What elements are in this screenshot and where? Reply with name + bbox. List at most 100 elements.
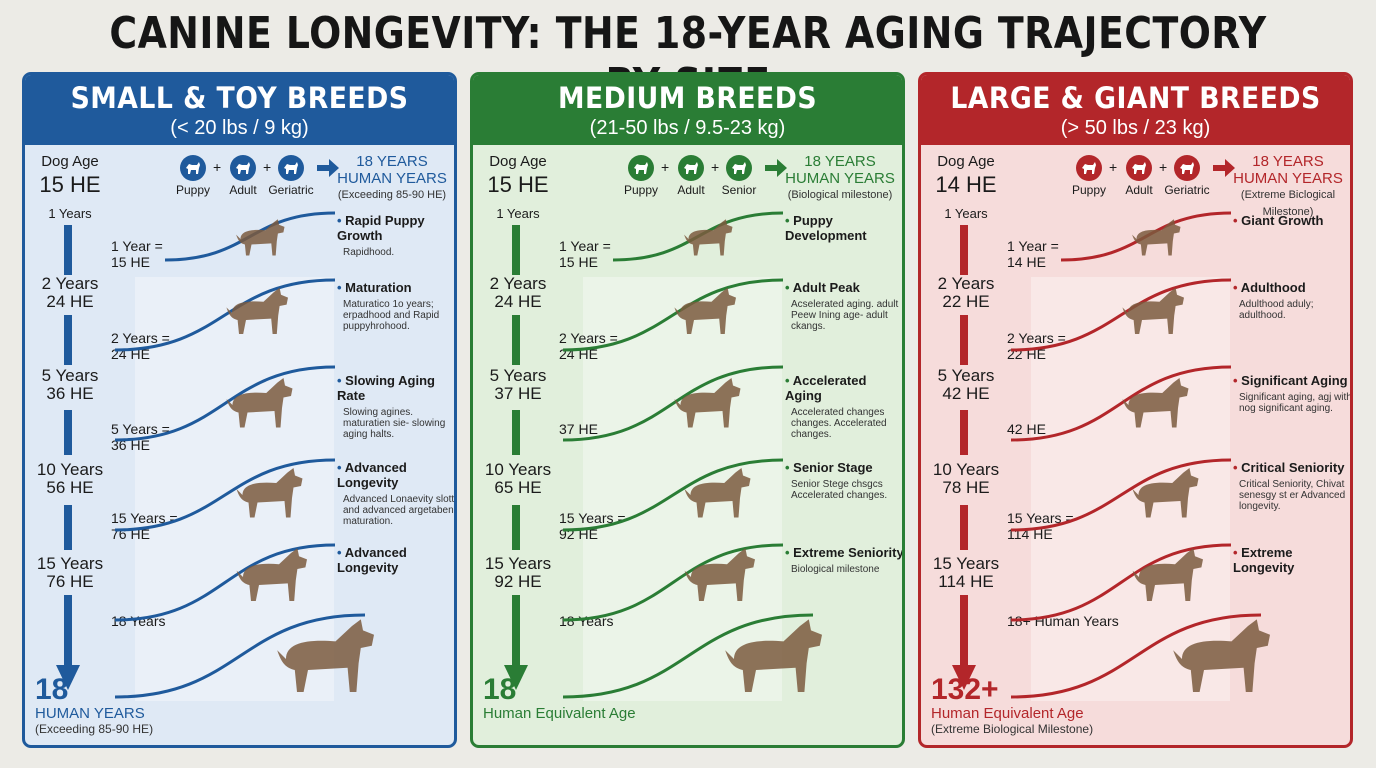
stage-description: • Rapid Puppy Growth Rapidhood. (337, 213, 454, 258)
curve-point-he: 15 HE (111, 254, 150, 270)
stage-detail: Critical Seniority, Chivat senesgy st er… (1239, 479, 1346, 512)
aging-curve-line (1010, 278, 1232, 352)
stage-detail: Slowing agines. maturatien sie- slowing … (343, 407, 446, 440)
panel-header: MEDIUM BREEDS (21-50 lbs / 9.5-23 kg) (473, 75, 902, 145)
panel-medium-breeds: MEDIUM BREEDS (21-50 lbs / 9.5-23 kg) Dog… (470, 72, 905, 748)
stage-title: • Giant Growth (1233, 213, 1324, 228)
aging-curves (1010, 211, 1270, 699)
stage-detail: Rapidhood. (343, 247, 395, 258)
life-stage-icons: Puppy + Adult + Geriatric (175, 155, 445, 205)
stage-title: • Advanced Longevity (337, 545, 407, 575)
life-stage-label: Puppy (175, 183, 211, 197)
timeline-age-marker: 2 Years 22 HE (921, 275, 1011, 311)
human-years-subtitle: HUMAN YEARS (1233, 170, 1343, 187)
life-stage-label: Geriatric (1164, 183, 1210, 197)
plus-icon: + (213, 159, 222, 175)
timeline-age-marker: 2 Years 24 HE (25, 275, 115, 311)
panel-large-breeds: LARGE & GIANT BREEDS (> 50 lbs / 23 kg) D… (918, 72, 1353, 748)
stage-title: • Extreme Seniority (785, 545, 904, 560)
dog-age-value: 15 HE (39, 172, 101, 197)
dog-age-header: Dog Age 15 HE (25, 153, 115, 198)
stage-detail: Maturatico 1o years; erpadhood and Rapid… (343, 299, 440, 332)
final-human-age: 132+ Human Equivalent Age (Extreme Biolo… (931, 673, 1093, 737)
dog-illustration (226, 287, 288, 334)
stage-title: • Accelerated Aging (785, 373, 867, 403)
human-years-title: 18 YEARS (356, 153, 428, 170)
timeline-age-marker: 2 Years 24 HE (473, 275, 563, 311)
final-human-age: 18 HUMAN YEARS (Exceeding 85-90 HE) (35, 675, 154, 737)
aging-curves (562, 211, 822, 699)
stage-description: • Extreme Longevity (1233, 545, 1350, 579)
stage-title: • Senior Stage (785, 460, 873, 475)
curve-point-label: 18+ Human Years (1007, 613, 1119, 629)
human-years-subtitle: HUMAN YEARS (785, 170, 895, 187)
dog-illustration (1132, 548, 1203, 601)
final-age-value: 132+ (931, 673, 999, 706)
adult-dog-icon (230, 155, 256, 181)
curve-point-years: 15 Years = (1007, 510, 1074, 526)
panel-weight-range: (21-50 lbs / 9.5-23 kg) (589, 117, 786, 139)
life-stage-label: Adult (229, 183, 257, 197)
aging-curve-line (562, 543, 784, 622)
plus-icon: + (661, 159, 670, 175)
dog-illustration (1122, 378, 1189, 428)
panel-body: Dog Age 15 HE Puppy + Adult + Geriatric 18 YEA… (25, 145, 454, 745)
human-equivalent-label: 24 HE (494, 292, 542, 311)
dog-years-label: 10 Years (484, 460, 552, 479)
timeline-age-marker: 1 Years (25, 205, 115, 223)
stage-title: • Advanced Longevity (337, 460, 407, 490)
dog-years-label: 10 Years (932, 460, 1000, 479)
curve-point-label: 1 Year = 15 HE (111, 238, 163, 270)
dog-age-header: Dog Age 14 HE (921, 153, 1011, 198)
timeline-age-marker: 15 Years 92 HE (473, 555, 563, 591)
timeline-arrow (504, 225, 528, 690)
stage-detail: Senior Stege chsgcs Accelerated changes. (791, 479, 888, 501)
panel-small-breeds: SMALL & TOY BREEDS (< 20 lbs / 9 kg) Dog … (22, 72, 457, 748)
final-age-label: Human Equivalent Age (483, 705, 636, 722)
dog-illustration (684, 468, 751, 518)
puppy-dog-icon (1076, 155, 1102, 181)
timeline-age-marker: 5 Years 37 HE (473, 367, 563, 403)
dog-illustration (684, 219, 733, 256)
stage-title: • Adult Peak (785, 280, 860, 295)
stage-title: • Critical Seniority (1233, 460, 1345, 475)
panel-weight-range: (> 50 lbs / 23 kg) (1060, 117, 1211, 139)
stage-title: • Rapid Puppy Growth (337, 213, 425, 243)
dog-illustration (1132, 219, 1181, 256)
stage-title: • Slowing Aging Rate (337, 373, 435, 403)
timeline-age-marker: 10 Years 56 HE (25, 461, 115, 497)
dog-age-header: Dog Age 15 HE (473, 153, 563, 198)
stage-description: • Maturation Maturatico 1o years; erpadh… (337, 280, 454, 332)
human-equivalent-label: 114 HE (938, 572, 994, 591)
aging-curve-line (562, 365, 784, 442)
timeline-age-marker: 1 Years (921, 205, 1011, 223)
panel-title: SMALL & TOY BREEDS (70, 81, 409, 115)
curve-point-years: 2 Years = (559, 330, 618, 346)
panel-header: LARGE & GIANT BREEDS (> 50 lbs / 23 kg) (921, 75, 1350, 145)
life-stage-label: Geriatric (268, 183, 314, 197)
timeline-arrow (56, 225, 80, 690)
stage-description: • Adulthood Adulthood aduly; adulthood. (1233, 280, 1350, 321)
timeline-age-marker: 5 Years 36 HE (25, 367, 115, 403)
puppy-dog-icon (628, 155, 654, 181)
geriatric-dog-icon (726, 155, 752, 181)
aging-curve-line (1010, 543, 1232, 622)
aging-curve-line (114, 278, 336, 352)
final-age-label: Human Equivalent Age (931, 705, 1084, 722)
final-age-note: (Exceeding 85-90 HE) (35, 722, 154, 736)
stage-description: • Significant Aging Significant aging, a… (1233, 373, 1350, 414)
timeline-arrow (952, 225, 976, 690)
human-equivalent-label: 92 HE (494, 572, 542, 591)
timeline-age-marker: 10 Years 65 HE (473, 461, 563, 497)
plus-icon: + (263, 159, 272, 175)
human-equivalent-label: 65 HE (494, 478, 542, 497)
plus-icon: + (1159, 159, 1168, 175)
panel-weight-range: (< 20 lbs / 9 kg) (170, 117, 309, 139)
dog-years-label: 2 Years (489, 274, 547, 293)
curve-point-years: 1 Year = (111, 238, 163, 254)
stage-description: • Slowing Aging Rate Slowing agines. mat… (337, 373, 454, 440)
dog-illustration (1132, 468, 1199, 518)
timeline-age-marker: 1 Years (473, 205, 563, 223)
dog-illustration (277, 619, 374, 692)
aging-curve-line (114, 458, 336, 532)
